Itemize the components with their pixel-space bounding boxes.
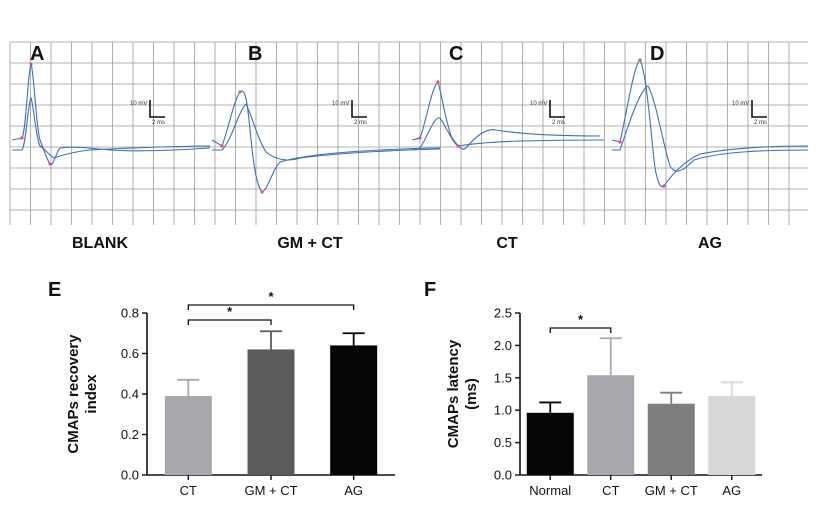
scale-mv-a: 10 mV — [130, 101, 147, 107]
panel-letter-b: B — [248, 43, 262, 65]
bar — [330, 345, 378, 475]
scale-mv-d: 10 mV — [732, 101, 749, 107]
waveform-trace — [211, 90, 441, 193]
y-tick-label: 1.0 — [494, 403, 512, 418]
chart-e: 0.0 0.2 0.4 0.6 0.8 CMAPs recoveryindex CT GM +… — [65, 289, 395, 498]
scale-ms-b: 2 ms — [354, 120, 367, 126]
scale-bar-b: 10 mV 2 ms — [332, 100, 367, 126]
scale-mv-b: 10 mV — [332, 101, 349, 107]
panel-letter-d: D — [650, 43, 664, 65]
x-tick-label: AG — [722, 483, 741, 498]
y-axis-label: CMAPs recoveryindex — [65, 334, 100, 454]
waveform-marker — [418, 136, 422, 140]
significance-label: * — [578, 312, 584, 327]
waveform-trace — [611, 59, 809, 188]
waveform-trace — [12, 96, 211, 159]
waveform-trace — [411, 81, 601, 150]
waveform-marker — [48, 162, 52, 166]
waveform-marker — [260, 190, 264, 194]
waveform-trace — [612, 85, 809, 172]
bar — [526, 412, 574, 475]
y-tick-label: 0.4 — [121, 387, 139, 402]
condition-label-gm-ct: GM + CT — [277, 235, 343, 252]
panel-letter-e: E — [48, 279, 61, 301]
waveform-marker — [436, 80, 440, 84]
y-tick-label: 0.5 — [494, 435, 512, 450]
panel-letter-a: A — [30, 43, 44, 65]
y-tick-label: 1.5 — [494, 370, 512, 385]
waveform-marker — [29, 62, 33, 66]
waveform-marker — [638, 58, 642, 62]
significance-bracket — [187, 304, 355, 310]
x-tick-label: GM + CT — [645, 483, 698, 498]
bar — [708, 395, 756, 475]
waveform-marker — [20, 136, 24, 140]
x-tick-label: AG — [344, 483, 363, 498]
scale-ms-c: 2 ms — [552, 120, 565, 126]
scale-ms-a: 2 ms — [152, 120, 165, 126]
bar — [164, 396, 212, 475]
condition-label-ct: CT — [496, 235, 518, 252]
waveform-trace — [11, 62, 211, 166]
bar — [647, 403, 695, 475]
waveform-trace — [212, 103, 441, 161]
x-tick-label: GM + CT — [244, 483, 297, 498]
panel-letter-f: F — [424, 279, 436, 301]
bar — [247, 349, 295, 475]
scale-ms-d: 2 ms — [754, 120, 767, 126]
waveform-marker — [618, 140, 622, 144]
condition-label-ag: AG — [698, 235, 722, 252]
chart-f: 0.0 0.5 1.0 1.5 2.0 2.5 CMAPs latency(ms) Norma… — [445, 306, 762, 498]
y-tick-label: 2.0 — [494, 338, 512, 353]
y-tick-label: 0.6 — [121, 346, 139, 361]
scale-bar-c: 10 mV 2 ms — [530, 100, 565, 126]
significance-bracket — [549, 327, 612, 333]
panel-letter-c: C — [449, 43, 463, 65]
significance-bracket — [187, 319, 272, 325]
x-tick-label: Normal — [529, 483, 571, 498]
y-tick-label: 0.0 — [121, 468, 139, 483]
y-tick-label: 2.5 — [494, 306, 512, 321]
x-tick-label: CT — [180, 483, 197, 498]
trace-grid — [9, 41, 808, 225]
condition-label-blank: BLANK — [72, 235, 128, 252]
bar — [587, 375, 635, 475]
y-tick-label: 0.8 — [121, 306, 139, 321]
waveform-marker — [220, 144, 224, 148]
waveform-marker — [238, 90, 242, 94]
y-tick-label: 0.0 — [494, 468, 512, 483]
significance-label: * — [268, 289, 274, 304]
waveform-marker — [456, 144, 460, 148]
significance-label: * — [227, 304, 233, 319]
trace-layer — [11, 58, 809, 194]
scale-bar-a: 10 mV 2 ms — [130, 100, 165, 126]
y-axis-label: CMAPs latency(ms) — [445, 339, 480, 448]
waveform-marker — [662, 184, 666, 188]
y-tick-label: 0.2 — [121, 427, 139, 442]
scale-bar-d: 10 mV 2 ms — [732, 100, 767, 126]
x-tick-label: CT — [602, 483, 619, 498]
scale-mv-c: 10 mV — [530, 101, 547, 107]
